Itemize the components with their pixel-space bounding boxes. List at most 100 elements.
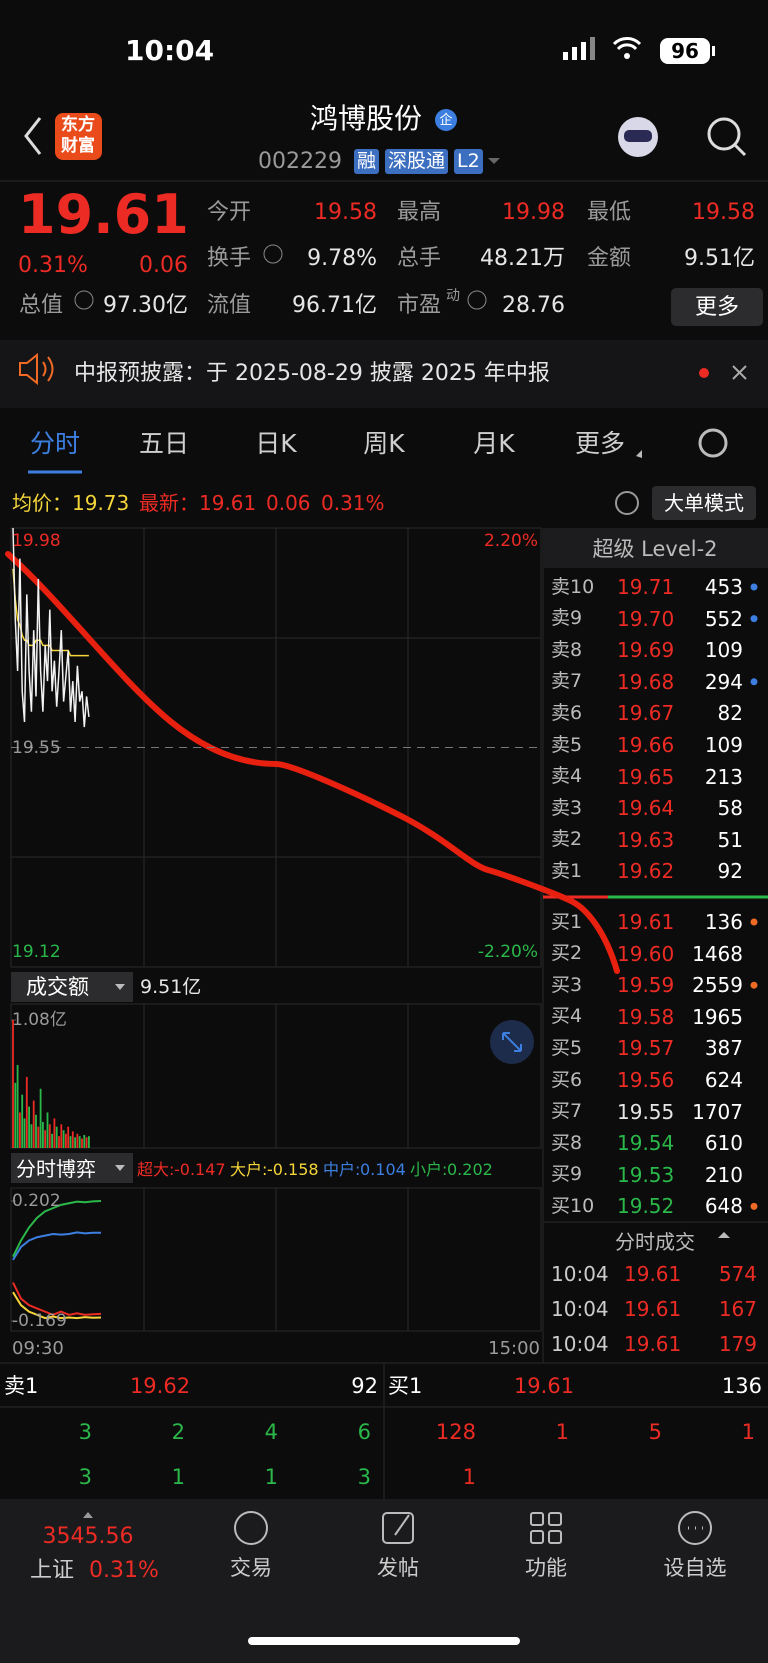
book-volume: 1468: [692, 941, 743, 966]
queue-order: 3: [78, 1464, 92, 1489]
chart-frames: [0, 527, 768, 1499]
book-dot: [750, 1202, 758, 1210]
book-volume: 294: [704, 669, 743, 694]
volume-bar: [23, 1118, 26, 1148]
book-volume: 92: [717, 859, 743, 884]
field-value: 19.58: [314, 199, 377, 225]
book-price: 19.62: [617, 859, 675, 884]
volume-bar: [60, 1124, 63, 1148]
volume-tick-label: 1.08亿: [12, 1010, 67, 1030]
flow-tick-label: 0.202: [12, 1191, 61, 1211]
time-start: 09:30: [12, 1337, 64, 1359]
trades-title[interactable]: 分时成交: [615, 1230, 695, 1254]
book-price: 19.53: [617, 1162, 675, 1187]
flow-legend-name: 中户:: [323, 1159, 361, 1179]
volume-bar: [25, 1076, 28, 1148]
stock-name: 鸿博股份: [309, 102, 422, 135]
volume-bar: [81, 1138, 83, 1148]
close-icon[interactable]: [732, 365, 747, 380]
info-percent: 0.31%: [321, 491, 385, 515]
logo-bg: [55, 113, 102, 160]
tab[interactable]: 五日: [138, 428, 189, 458]
speaker-icon: [19, 352, 54, 386]
flow-legend-name: 小户:: [410, 1159, 448, 1179]
tab[interactable]: 分时: [29, 428, 80, 458]
tab[interactable]: 周K: [363, 428, 405, 458]
tab[interactable]: 更多: [574, 428, 625, 458]
flow-dropdown-bg[interactable]: [11, 1153, 133, 1183]
more-button-bg[interactable]: [671, 288, 763, 326]
index-name: 上证: [29, 1557, 74, 1583]
nav-item[interactable]: 功能: [525, 1555, 567, 1580]
book-label: 卖3: [551, 796, 583, 819]
book-price: 19.64: [617, 796, 675, 821]
book-price: 19.71: [617, 575, 675, 599]
book-label: 买5: [551, 1036, 583, 1059]
tab[interactable]: 日K: [255, 428, 297, 458]
volume-dropdown-bg[interactable]: [11, 972, 133, 1002]
book-dot: [750, 678, 758, 686]
info-change: 0.06: [266, 491, 311, 515]
book-volume: 624: [704, 1068, 743, 1092]
logo-text: 财富: [61, 136, 95, 156]
field-label: 流值: [207, 292, 252, 318]
book-price: 19.69: [617, 638, 675, 663]
mode-button[interactable]: 大单模式: [664, 491, 744, 515]
volume-bar: [76, 1133, 79, 1148]
depth-volume: 92: [351, 1373, 378, 1398]
hand-drawn-annotation: [5, 551, 620, 974]
help-icon[interactable]: [615, 491, 639, 515]
badge-bg: [435, 109, 457, 131]
info-latest-label: 最新：: [139, 491, 199, 515]
change-percent: 0.31%: [18, 252, 88, 278]
nav-item[interactable]: 发帖: [377, 1555, 419, 1580]
settings-icon[interactable]: [698, 428, 728, 458]
book-price: 19.52: [617, 1194, 675, 1219]
volume-bar: [35, 1114, 37, 1148]
field-label: 市盈: [397, 292, 442, 318]
volume-bar: [39, 1088, 42, 1148]
book-label: 买6: [551, 1068, 583, 1091]
mode-button-bg[interactable]: [652, 486, 756, 520]
tab[interactable]: 月K: [473, 428, 515, 458]
price-tick-label: 19.98: [12, 531, 61, 551]
trade-time: 10:04: [551, 1332, 609, 1356]
book-volume: 109: [704, 638, 743, 663]
nav-item[interactable]: 交易: [230, 1555, 272, 1580]
book-label: 卖6: [551, 701, 583, 724]
field-label: 换手: [207, 245, 252, 271]
book-price: 19.59: [617, 973, 675, 998]
info-avg: 19.73: [72, 491, 130, 515]
book-label: 卖7: [551, 670, 583, 693]
book-label: 卖2: [551, 828, 583, 851]
flow-label[interactable]: 分时博弈: [16, 1157, 96, 1181]
queue-order: 1: [741, 1419, 755, 1444]
field-label: 总手: [397, 245, 442, 271]
field-value: 19.58: [692, 199, 755, 225]
depth-price: 19.61: [513, 1373, 575, 1398]
volume-bar: [46, 1112, 49, 1148]
book-label: 买8: [551, 1131, 583, 1154]
more-button[interactable]: 更多: [694, 294, 739, 320]
notice[interactable]: 中报预披露：于 2025-08-29 披露 2025 年中报: [74, 360, 550, 386]
depth-label: 卖1: [4, 1373, 39, 1398]
book-label: 卖1: [551, 859, 583, 882]
search-icon[interactable]: [707, 117, 741, 151]
flow-legend-name: 大户:: [230, 1159, 268, 1179]
field-value: 19.98: [502, 199, 565, 225]
price-line: [12, 527, 90, 728]
book-volume: 2559: [692, 973, 743, 998]
queue-order: 1: [462, 1464, 476, 1489]
depth-label: 买1: [388, 1373, 423, 1398]
nav-item[interactable]: 设自选: [663, 1555, 727, 1580]
back-icon[interactable]: [24, 117, 42, 155]
status-icons: [563, 37, 715, 64]
volume-bar: [21, 1094, 24, 1148]
field-label: 今开: [207, 199, 252, 225]
book-label: 卖5: [551, 733, 583, 756]
volume-label[interactable]: 成交额: [26, 974, 89, 999]
caret: [83, 1512, 93, 1518]
book-volume: 82: [717, 701, 743, 726]
